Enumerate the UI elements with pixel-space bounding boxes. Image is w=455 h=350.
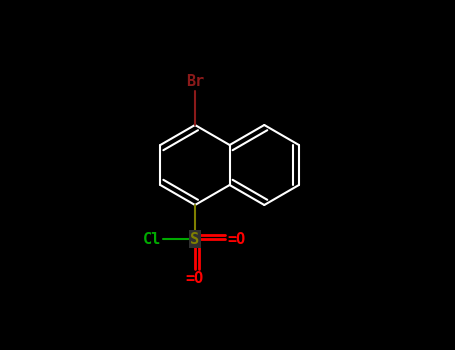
Text: Cl: Cl: [143, 231, 161, 246]
Text: S: S: [191, 231, 200, 246]
Text: =O: =O: [227, 231, 245, 246]
Text: =O: =O: [186, 271, 204, 286]
Text: Br: Br: [186, 74, 204, 89]
